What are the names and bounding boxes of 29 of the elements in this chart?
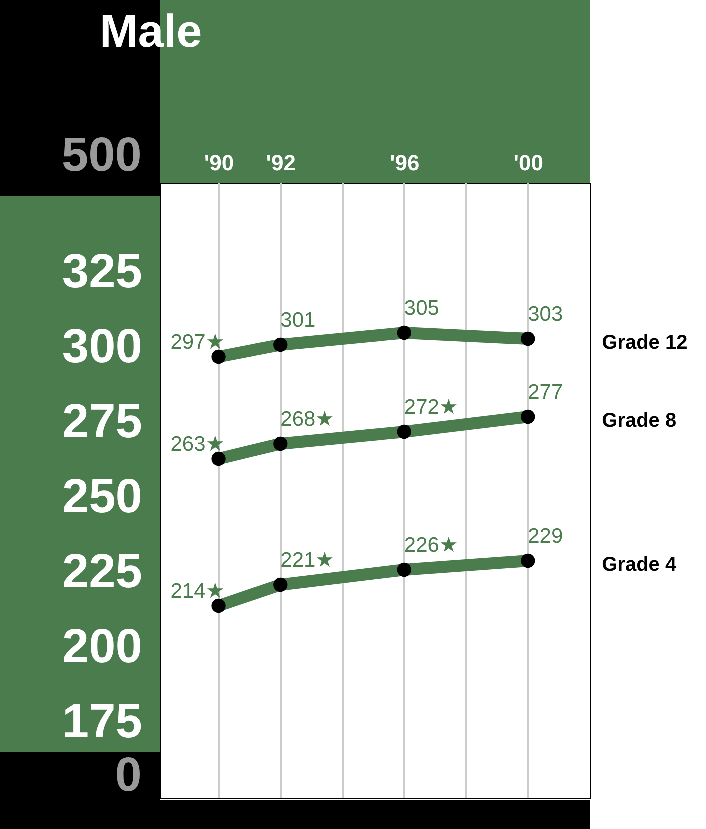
data-label: 226★ (404, 534, 458, 557)
data-label: 214★ (170, 580, 225, 603)
data-label: 297★ (170, 331, 225, 354)
y-tick-label: 300 (62, 320, 142, 374)
data-label: 301 (280, 309, 316, 332)
text: 500 (62, 128, 142, 184)
x-tick-label: '96 (390, 150, 420, 176)
text: Grade 4 (602, 554, 678, 576)
data-label: 221★ (280, 549, 335, 572)
y-tick-label: 250 (62, 470, 142, 524)
chart-title: Male (100, 5, 202, 57)
data-label: 229 (528, 525, 564, 548)
x-tick-label: '00 (514, 150, 544, 176)
x-tick-label: '92 (266, 150, 296, 176)
text: Grade 12 (602, 332, 688, 354)
data-label: 277 (528, 381, 564, 404)
x-tick-label: '90 (204, 150, 234, 176)
data-label: 268★ (280, 408, 335, 431)
y-tick-label: 175 (62, 696, 142, 748)
data-label: 303 (528, 303, 564, 326)
y-tick-label: 325 (62, 246, 142, 298)
text: Grade 8 (602, 410, 677, 432)
y-tick-label: 275 (62, 396, 142, 448)
data-label: 263★ (170, 433, 225, 456)
data-label: 305 (404, 297, 440, 320)
data-label: 272★ (404, 396, 458, 419)
y-tick-label: 225 (62, 546, 142, 598)
y-tick-label: 200 (62, 620, 142, 674)
text: 0 (115, 748, 142, 804)
